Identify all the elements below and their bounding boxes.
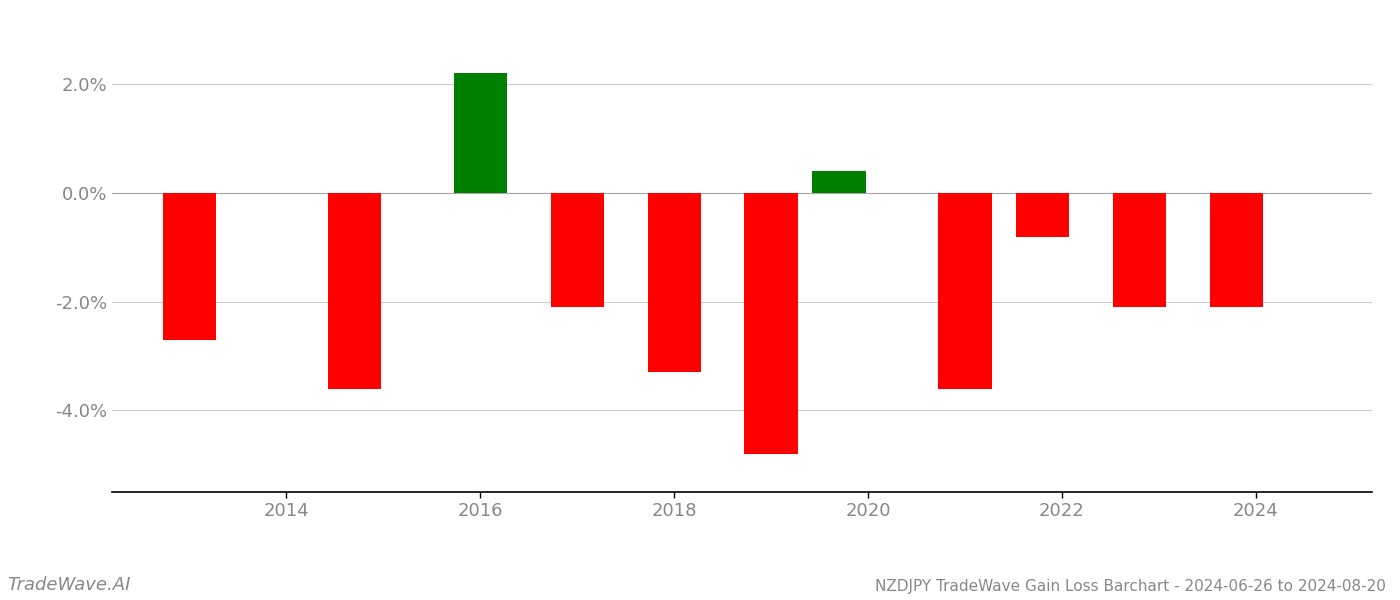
Text: NZDJPY TradeWave Gain Loss Barchart - 2024-06-26 to 2024-08-20: NZDJPY TradeWave Gain Loss Barchart - 20… xyxy=(875,579,1386,594)
Bar xyxy=(550,193,603,307)
Bar xyxy=(745,193,798,454)
Bar xyxy=(812,172,865,193)
Bar xyxy=(1113,193,1166,307)
Text: TradeWave.AI: TradeWave.AI xyxy=(7,576,130,594)
Bar xyxy=(647,193,701,373)
Bar xyxy=(1016,193,1070,236)
Bar xyxy=(328,193,381,389)
Bar xyxy=(454,73,507,193)
Bar xyxy=(1210,193,1263,307)
Bar xyxy=(162,193,216,340)
Bar xyxy=(938,193,991,389)
